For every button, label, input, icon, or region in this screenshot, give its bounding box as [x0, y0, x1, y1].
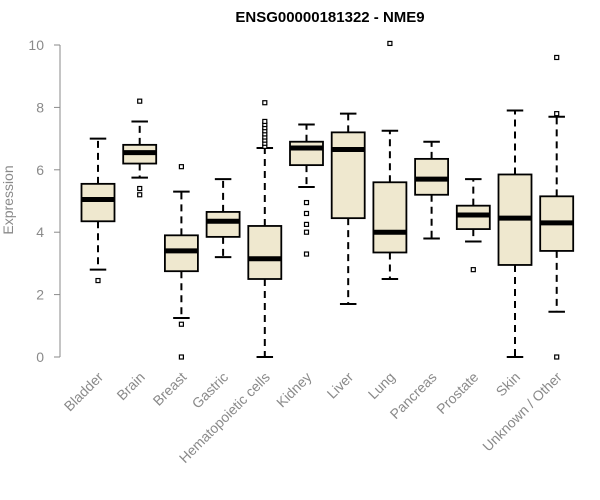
- outlier-point: [178, 164, 184, 170]
- outlier-point: [262, 100, 268, 106]
- x-tick-label: Skin: [493, 369, 524, 400]
- x-tick-label: Liver: [324, 369, 357, 402]
- x-tick-label: Breast: [150, 369, 190, 409]
- box-brain: [122, 98, 158, 198]
- outlier-point: [554, 54, 560, 61]
- box-iqr: [247, 225, 283, 280]
- y-axis-label: Expression: [0, 165, 16, 234]
- box-unknown-other: [539, 54, 575, 360]
- box-skin: [497, 109, 533, 358]
- box-kidney: [289, 123, 324, 257]
- x-tick-label: Kidney: [273, 369, 315, 411]
- outlier-point: [303, 210, 310, 217]
- outlier-point: [137, 185, 143, 192]
- x-tick-label: Bladder: [61, 369, 107, 415]
- y-tick-label: 0: [36, 349, 44, 365]
- box-pancreas: [414, 140, 450, 240]
- box-liver: [330, 112, 366, 305]
- box-gastric: [205, 178, 241, 259]
- outlier-point: [554, 354, 560, 360]
- outlier-point: [95, 277, 101, 284]
- box-breast: [163, 164, 199, 360]
- y-tick-label: 4: [36, 224, 44, 240]
- outlier-point: [303, 251, 310, 257]
- boxes-group: [80, 40, 575, 360]
- outlier-point: [470, 267, 476, 273]
- y-tick-label: 2: [36, 287, 44, 303]
- box-iqr: [330, 131, 366, 220]
- y-axis: 0 2 4 6 8 10: [28, 37, 61, 365]
- x-tick-label: Unknown / Other: [479, 369, 565, 455]
- outlier-point: [554, 111, 560, 117]
- box-lung: [372, 40, 408, 280]
- outlier-point: [178, 321, 184, 327]
- outlier-point: [137, 98, 143, 104]
- y-tick-label: 10: [28, 37, 44, 53]
- outlier-point: [303, 229, 310, 235]
- outlier-point: [303, 221, 310, 227]
- box-iqr: [289, 140, 324, 167]
- box-iqr: [205, 211, 241, 238]
- box-bladder: [80, 137, 116, 284]
- outlier-point: [262, 118, 268, 125]
- outlier-point: [137, 192, 143, 198]
- box-iqr: [80, 182, 116, 223]
- outlier-point: [178, 354, 184, 360]
- y-tick-label: 6: [36, 162, 44, 178]
- outlier-point: [303, 199, 310, 206]
- x-tick-label: Lung: [365, 369, 398, 402]
- box-iqr: [372, 181, 408, 254]
- outlier-point: [387, 40, 393, 47]
- box-prostate: [455, 178, 491, 273]
- x-tick-label: Brain: [113, 369, 147, 403]
- box-hematopoietic-cells: [247, 100, 283, 358]
- y-tick-label: 8: [36, 99, 44, 115]
- x-tick-label: Prostate: [433, 369, 481, 417]
- chart-title: ENSG00000181322 - NME9: [235, 9, 424, 26]
